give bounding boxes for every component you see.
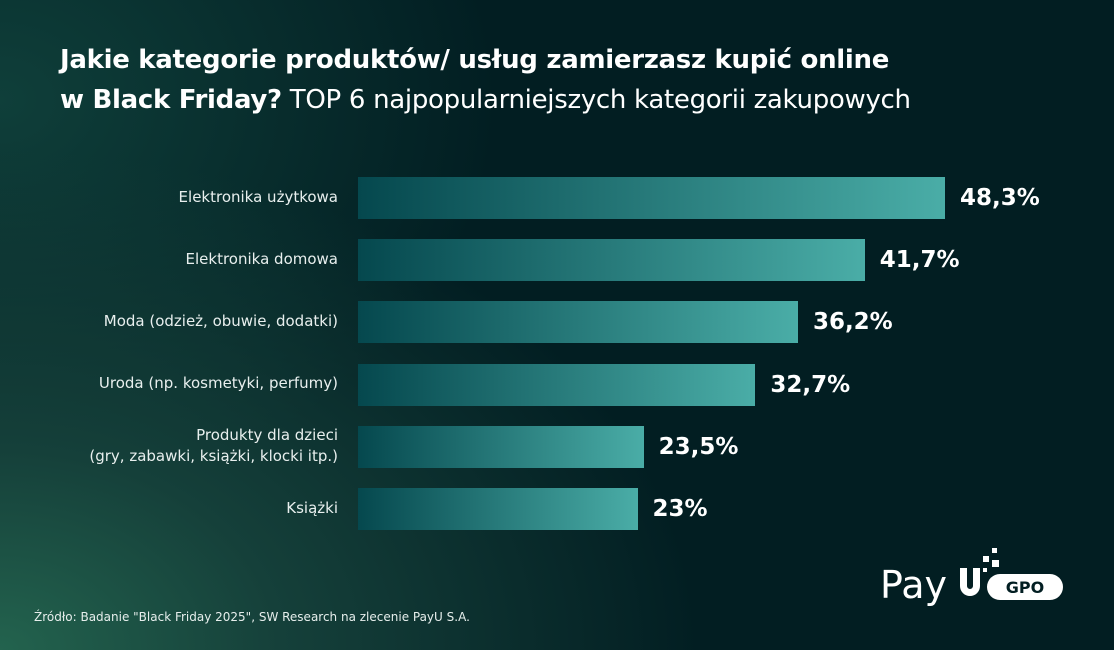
logo-badge-text: GPO [1006, 578, 1044, 597]
category-label: Książki [286, 498, 338, 517]
value-label: 36,2% [812, 309, 893, 336]
category-label: Produkty dla dzieci (gry, zabawki, książk… [89, 425, 338, 465]
bar [358, 363, 756, 406]
category-label: Moda (odzież, obuwie, dodatki) [103, 311, 338, 330]
value-label: 48,3% [960, 185, 1040, 211]
category-label: Elektronika domowa [185, 249, 338, 268]
value-label: 32,7% [770, 371, 851, 398]
chart-title: Jakie kategorie produktów/ usług zamierz… [60, 40, 1100, 120]
svg-text:Pay: Pay [880, 563, 947, 607]
bar [358, 488, 638, 530]
bar [358, 177, 945, 219]
source-note: Źródło: Badanie "Black Friday 2025", SW … [34, 610, 470, 624]
title-line-2-bold: w Black Friday? [60, 85, 282, 115]
bar [358, 425, 644, 468]
title-line-2-rest: TOP 6 najpopularniejszych kategorii zaku… [281, 85, 911, 115]
value-label: 23,5% [658, 433, 739, 460]
value-label: 23% [652, 496, 708, 522]
category-label: Elektronika użytkowa [178, 187, 338, 206]
title-line-1: Jakie kategorie produktów/ usług zamierz… [60, 45, 890, 75]
bar [358, 239, 865, 282]
value-label: 41,7% [879, 247, 960, 274]
category-label: Uroda (np. kosmetyki, perfumy) [98, 374, 338, 393]
bar [358, 301, 798, 344]
payu-gpo-logo: Pay GPO [880, 548, 1063, 607]
